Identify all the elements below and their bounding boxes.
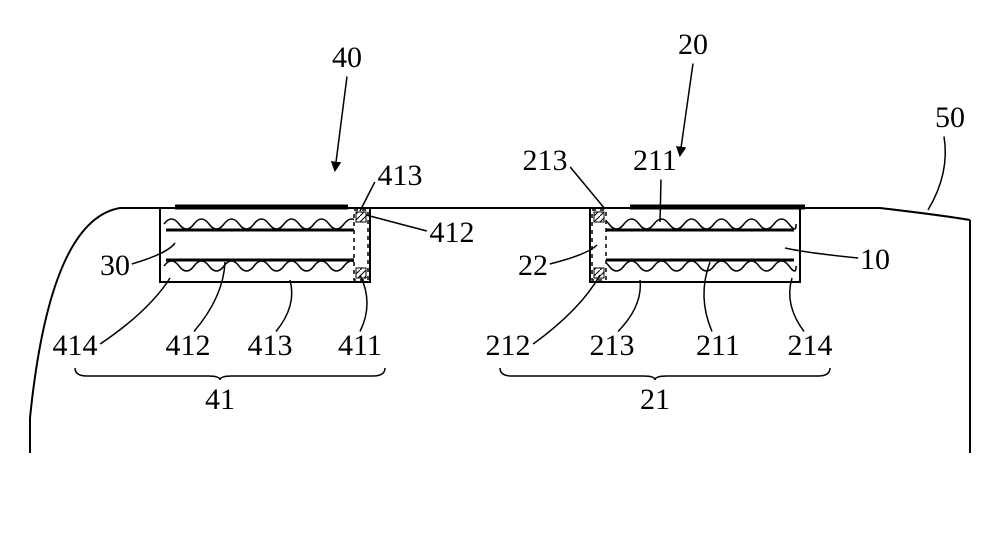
- label-text-30: 30: [100, 249, 130, 282]
- label-212: 212: [486, 275, 601, 362]
- leader-413t: [360, 182, 375, 211]
- label-213b: 213: [590, 280, 641, 362]
- label-412t: 412: [366, 215, 475, 249]
- label-text-22: 22: [518, 249, 548, 282]
- label-text-412b: 412: [166, 329, 211, 362]
- leader-412t: [366, 215, 427, 231]
- label-text-413b: 413: [248, 329, 293, 362]
- right-block-wave: [594, 261, 796, 271]
- leader-414: [100, 278, 170, 344]
- label-211b: 211: [696, 262, 740, 362]
- label-text-411: 411: [338, 329, 382, 362]
- leader-arrow-40: [335, 77, 347, 171]
- right-block: [590, 207, 805, 282]
- label-411: 411: [338, 275, 382, 362]
- left-block-hatch-top: [356, 212, 366, 222]
- surface-curve: [30, 208, 970, 418]
- leader-50: [928, 137, 945, 211]
- label-text-213t: 213: [523, 144, 568, 177]
- label-211t: 211: [633, 144, 677, 222]
- left-block-wave: [164, 219, 366, 229]
- label-text-50: 50: [935, 101, 965, 134]
- left-block: [160, 207, 370, 282]
- leader-412b: [194, 262, 225, 332]
- label-text-20: 20: [678, 28, 708, 61]
- label-40: 40: [332, 41, 362, 170]
- leader-211t: [660, 180, 661, 223]
- label-213t: 213: [523, 144, 606, 209]
- label-20: 20: [678, 28, 708, 155]
- label-text-213b: 213: [590, 329, 635, 362]
- brace-label-41: 41: [205, 383, 235, 416]
- brace-21: 21: [500, 368, 830, 416]
- leader-411: [360, 275, 367, 332]
- label-text-211t: 211: [633, 144, 677, 177]
- brace-41: 41: [75, 368, 385, 416]
- label-text-414: 414: [53, 329, 98, 362]
- right-block-hatch-top: [594, 212, 604, 222]
- left-block-wave: [164, 261, 366, 271]
- leader-213t: [570, 167, 605, 209]
- brace-path-41: [75, 368, 385, 380]
- label-text-211b: 211: [696, 329, 740, 362]
- leader-10: [785, 248, 858, 258]
- leader-arrow-20: [680, 64, 693, 156]
- diagram-canvas: 4020504134122132113022104144124134112122…: [0, 0, 1000, 533]
- label-text-212: 212: [486, 329, 531, 362]
- label-text-10: 10: [860, 243, 890, 276]
- brace-label-21: 21: [640, 383, 670, 416]
- label-412b: 412: [166, 262, 226, 362]
- label-413b: 413: [248, 280, 293, 362]
- label-text-413t: 413: [378, 159, 423, 192]
- leader-214: [790, 278, 804, 332]
- label-22: 22: [518, 245, 597, 282]
- label-30: 30: [100, 243, 175, 282]
- label-214: 214: [788, 278, 833, 362]
- label-text-214: 214: [788, 329, 833, 362]
- leader-413b: [276, 280, 292, 332]
- label-413t: 413: [360, 159, 423, 211]
- right-block-wave: [594, 219, 796, 229]
- brace-path-21: [500, 368, 830, 380]
- leader-213b: [618, 280, 640, 332]
- leader-211b: [704, 262, 712, 332]
- label-414: 414: [53, 278, 171, 362]
- label-text-412t: 412: [430, 216, 475, 249]
- label-50: 50: [928, 101, 965, 210]
- label-text-40: 40: [332, 41, 362, 74]
